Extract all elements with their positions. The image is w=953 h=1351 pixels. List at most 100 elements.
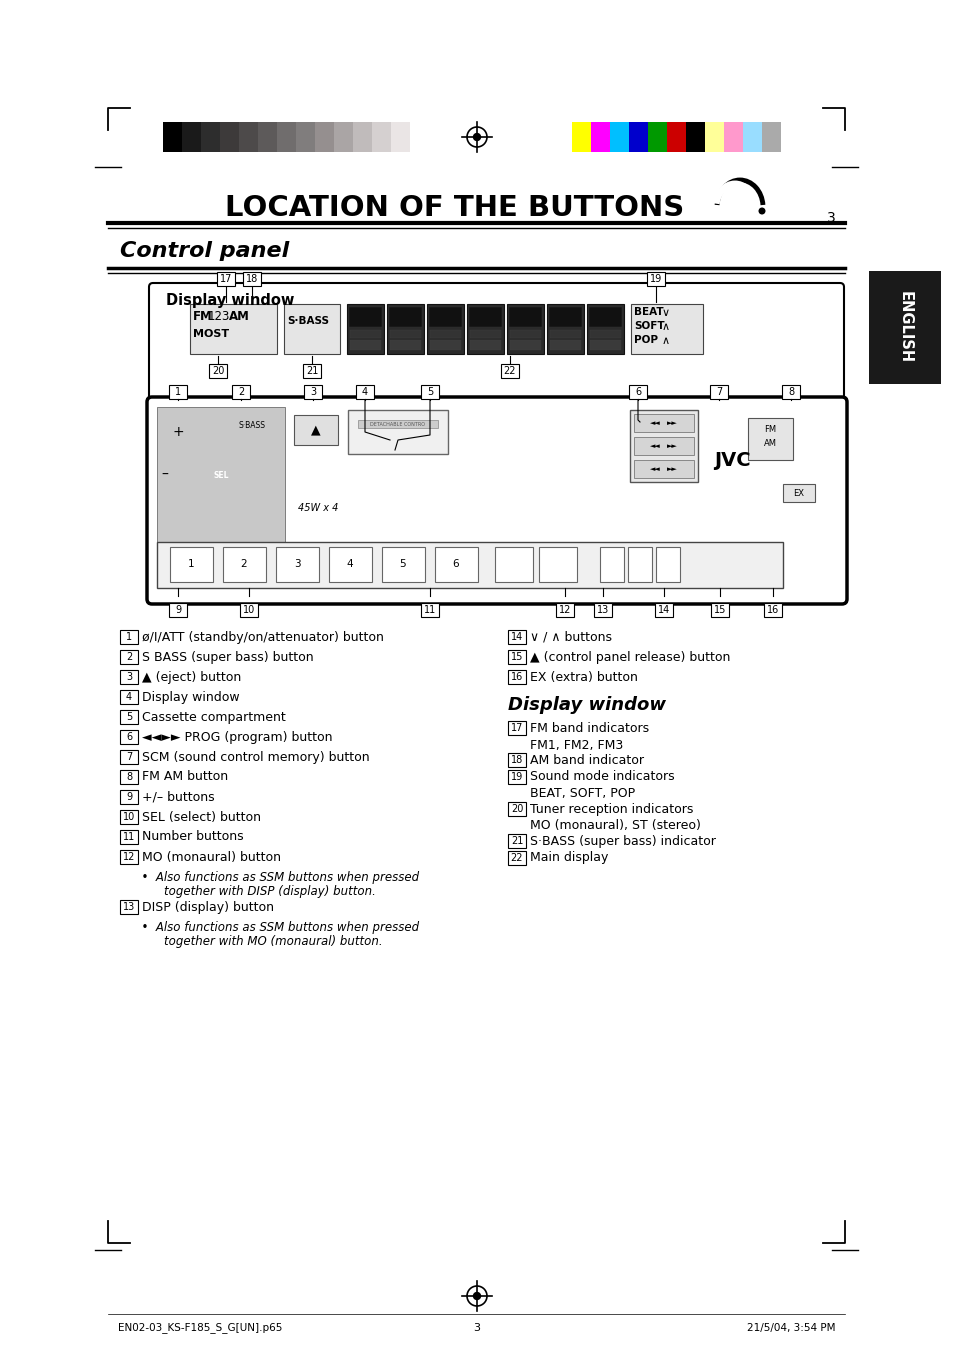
Text: ◄◄: ◄◄: [649, 420, 659, 426]
Text: 20: 20: [510, 804, 522, 815]
Text: ∨ / ∧ buttons: ∨ / ∧ buttons: [530, 631, 612, 643]
Bar: [239, 122, 257, 153]
Bar: [357, 420, 437, 428]
Bar: [389, 307, 421, 327]
Bar: [655, 603, 672, 617]
Text: S BASS (super bass) button: S BASS (super bass) button: [142, 650, 314, 663]
Bar: [647, 122, 666, 153]
Bar: [747, 417, 792, 459]
Text: 4: 4: [346, 559, 353, 569]
Text: 17: 17: [510, 723, 522, 734]
Bar: [120, 711, 138, 724]
Text: ◄◄►► PROG (program) button: ◄◄►► PROG (program) button: [142, 731, 333, 743]
Bar: [390, 340, 420, 350]
Bar: [435, 547, 477, 582]
Text: 13: 13: [123, 902, 135, 912]
Text: ∧: ∧: [661, 322, 669, 332]
Text: ◄◄: ◄◄: [649, 443, 659, 449]
Bar: [723, 122, 742, 153]
Text: SEL (select) button: SEL (select) button: [142, 811, 261, 824]
Bar: [572, 122, 590, 153]
Text: 4: 4: [361, 386, 368, 397]
Text: ►►: ►►: [666, 443, 677, 449]
Bar: [763, 603, 781, 617]
Bar: [355, 385, 374, 399]
Text: Display window: Display window: [507, 696, 665, 713]
Bar: [666, 122, 685, 153]
Text: 6: 6: [635, 386, 640, 397]
Text: ▲ (control panel release) button: ▲ (control panel release) button: [530, 650, 730, 663]
Text: POP: POP: [634, 335, 658, 345]
Bar: [470, 340, 500, 350]
Text: 3: 3: [826, 211, 835, 226]
Text: +: +: [172, 426, 184, 439]
Text: SEL: SEL: [213, 470, 229, 480]
Bar: [347, 304, 384, 354]
Bar: [495, 547, 533, 582]
Bar: [120, 770, 138, 784]
Bar: [276, 122, 295, 153]
Bar: [163, 122, 182, 153]
Text: AM: AM: [762, 439, 776, 449]
Bar: [209, 363, 227, 378]
Text: 19: 19: [511, 771, 522, 782]
Bar: [372, 122, 391, 153]
Bar: [381, 547, 424, 582]
Bar: [710, 603, 728, 617]
Bar: [507, 851, 525, 865]
Bar: [629, 409, 698, 482]
Bar: [470, 330, 500, 338]
Text: 11: 11: [423, 605, 436, 615]
Bar: [589, 330, 620, 338]
Bar: [507, 670, 525, 684]
Text: S·BASS: S·BASS: [287, 316, 329, 326]
Text: 5: 5: [426, 386, 433, 397]
Text: 1: 1: [188, 559, 194, 569]
Bar: [634, 413, 693, 432]
Bar: [120, 630, 138, 644]
Text: 7: 7: [126, 753, 132, 762]
Bar: [507, 630, 525, 644]
Bar: [685, 122, 704, 153]
Bar: [510, 340, 540, 350]
Bar: [761, 122, 781, 153]
Bar: [634, 436, 693, 455]
Text: DISP (display) button: DISP (display) button: [142, 901, 274, 913]
Text: 5: 5: [399, 559, 406, 569]
Bar: [500, 363, 518, 378]
Bar: [507, 834, 525, 848]
Text: ►►: ►►: [666, 420, 677, 426]
Bar: [469, 307, 501, 327]
Text: 13: 13: [597, 605, 608, 615]
Bar: [588, 307, 621, 327]
Text: 3: 3: [294, 559, 300, 569]
Text: 3: 3: [310, 386, 315, 397]
Bar: [420, 603, 438, 617]
Bar: [742, 122, 761, 153]
Text: Display window: Display window: [166, 293, 294, 308]
Text: 45W x 4: 45W x 4: [297, 503, 337, 513]
Text: SOFT: SOFT: [634, 322, 664, 331]
Bar: [590, 122, 609, 153]
Bar: [387, 304, 423, 354]
Text: Main display: Main display: [530, 851, 608, 865]
Text: SCM (sound control memory) button: SCM (sound control memory) button: [142, 751, 369, 763]
Text: 3: 3: [473, 1323, 480, 1333]
Bar: [868, 272, 940, 384]
Bar: [314, 122, 334, 153]
Bar: [220, 122, 239, 153]
Text: 8: 8: [787, 386, 793, 397]
Text: •  Also functions as SSM buttons when pressed: • Also functions as SSM buttons when pre…: [133, 920, 418, 934]
Bar: [201, 122, 220, 153]
Text: 6: 6: [126, 732, 132, 742]
Text: FM band indicators: FM band indicators: [530, 721, 648, 735]
Bar: [348, 409, 448, 454]
Text: 21: 21: [306, 366, 318, 376]
Text: 16: 16: [766, 605, 779, 615]
Bar: [410, 122, 429, 153]
Text: Tuner reception indicators: Tuner reception indicators: [530, 802, 693, 816]
Text: 10: 10: [243, 605, 254, 615]
Text: 22: 22: [510, 852, 522, 863]
Bar: [467, 304, 503, 354]
Text: LOCATION OF THE BUTTONS: LOCATION OF THE BUTTONS: [225, 195, 684, 222]
